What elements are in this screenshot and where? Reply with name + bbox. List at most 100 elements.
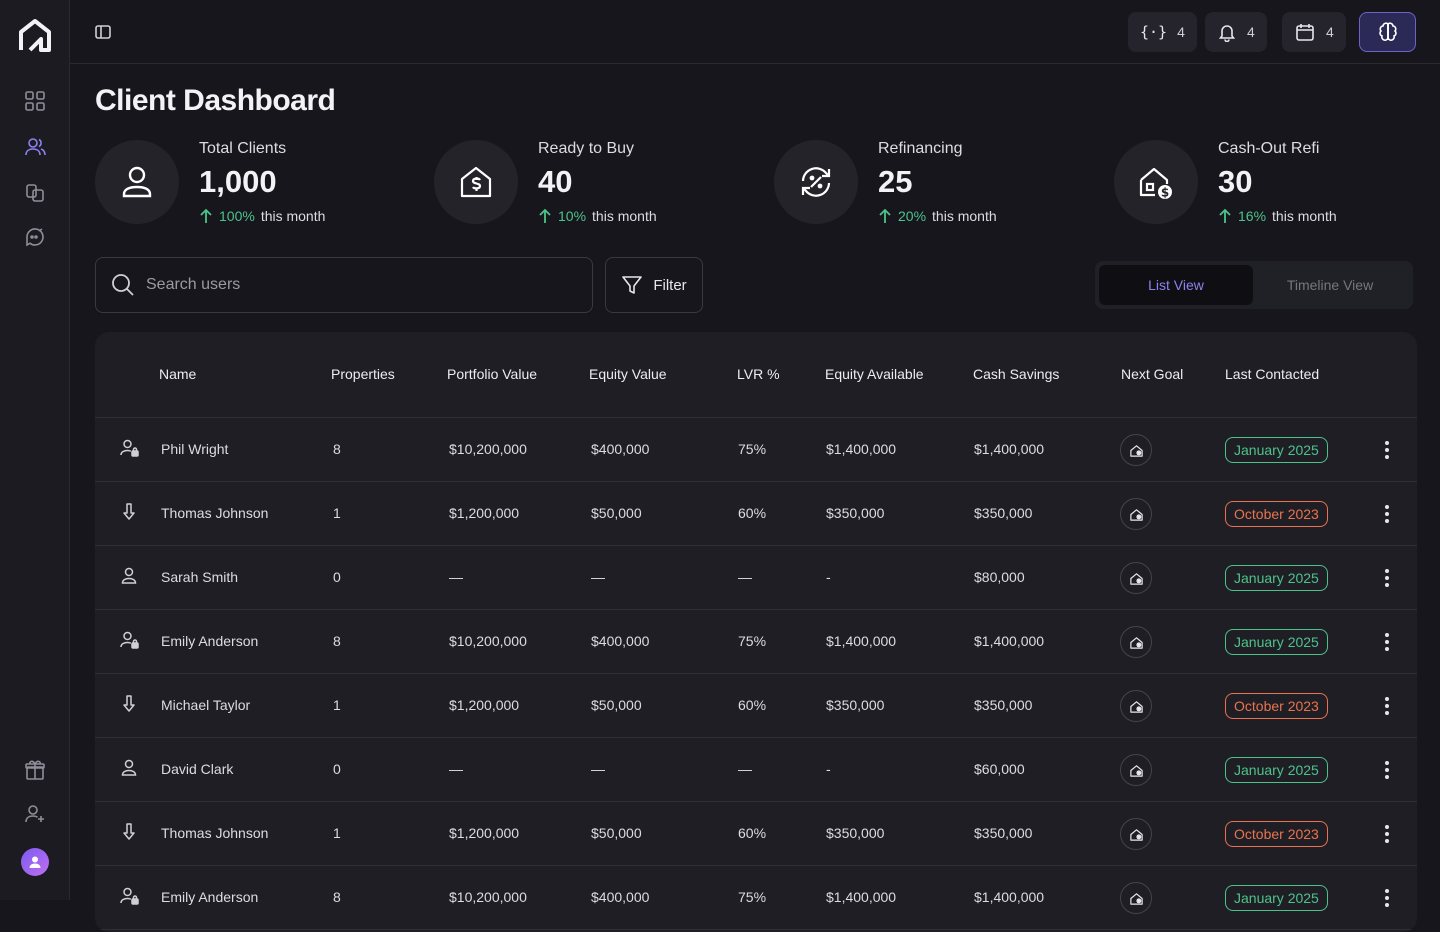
add-user-icon[interactable] bbox=[23, 802, 47, 826]
last-contacted-badge: October 2023 bbox=[1225, 501, 1328, 527]
column-header-equity-available[interactable]: Equity Available bbox=[825, 366, 924, 382]
column-header-equity-value[interactable]: Equity Value bbox=[589, 366, 667, 382]
cell-equity-available: $1,400,000 bbox=[826, 441, 897, 457]
stat-label: Refinancing bbox=[878, 140, 963, 157]
arrow-up-icon bbox=[879, 208, 891, 223]
column-header-portfolio-value[interactable]: Portfolio Value bbox=[447, 366, 538, 382]
next-goal-house-icon[interactable] bbox=[1120, 754, 1152, 786]
svg-text:$: $ bbox=[1161, 186, 1169, 200]
user-icon bbox=[119, 758, 139, 778]
cell-portfolio: — bbox=[449, 569, 463, 585]
arrow-up-icon bbox=[1219, 208, 1231, 223]
cell-cash: $1,400,000 bbox=[974, 889, 1045, 905]
dashboard-grid-icon[interactable] bbox=[23, 89, 47, 113]
sidebar-toggle-icon[interactable] bbox=[92, 21, 114, 43]
cell-equity: $50,000 bbox=[591, 505, 642, 521]
arrow-down-icon bbox=[119, 502, 139, 522]
cell-equity: $400,000 bbox=[591, 633, 650, 649]
stat-trend: 100% this month bbox=[199, 208, 325, 224]
next-goal-house-icon[interactable] bbox=[1120, 434, 1152, 466]
documents-icon[interactable] bbox=[23, 181, 47, 205]
timeline-view-tab[interactable]: Timeline View bbox=[1286, 277, 1374, 293]
stat-trend-percent: 10% bbox=[558, 208, 587, 224]
sidebar bbox=[0, 0, 70, 900]
brain-icon bbox=[1378, 22, 1397, 41]
row-menu-kebab-icon[interactable] bbox=[1377, 822, 1397, 846]
table-row[interactable]: Thomas Johnson 1 $1,200,000 $50,000 60% $350,… bbox=[95, 802, 1417, 866]
last-contacted-badge: January 2025 bbox=[1225, 437, 1328, 463]
clients-users-icon[interactable] bbox=[23, 135, 47, 159]
integrations-button[interactable]: {·} 4 bbox=[1128, 12, 1197, 52]
stat-label: Ready to Buy bbox=[538, 140, 635, 157]
cell-lvr: 60% bbox=[738, 825, 767, 841]
app-logo-icon[interactable] bbox=[17, 17, 53, 53]
row-menu-kebab-icon[interactable] bbox=[1377, 502, 1397, 526]
row-menu-kebab-icon[interactable] bbox=[1377, 694, 1397, 718]
column-header-cash-savings[interactable]: Cash Savings bbox=[973, 366, 1060, 382]
list-view-tab[interactable]: List View bbox=[1099, 265, 1253, 305]
stat-total-clients: Total Clients 1,000 100% this month bbox=[95, 140, 395, 230]
column-header-lvr[interactable]: LVR % bbox=[737, 366, 780, 382]
last-contacted-badge: January 2025 bbox=[1225, 629, 1328, 655]
messages-icon[interactable] bbox=[23, 225, 47, 249]
table-row[interactable]: Thomas Johnson 1 $1,200,000 $50,000 60% $350,… bbox=[95, 482, 1417, 546]
cell-equity-available: $350,000 bbox=[826, 697, 885, 713]
next-goal-house-icon[interactable] bbox=[1120, 626, 1152, 658]
cell-lvr: 75% bbox=[738, 633, 767, 649]
cell-properties: 1 bbox=[333, 505, 341, 521]
cell-portfolio: $10,200,000 bbox=[449, 633, 527, 649]
cell-portfolio: $1,200,000 bbox=[449, 505, 520, 521]
calendar-count: 4 bbox=[1326, 24, 1334, 40]
row-menu-kebab-icon[interactable] bbox=[1377, 630, 1397, 654]
row-menu-kebab-icon[interactable] bbox=[1377, 566, 1397, 590]
ai-assistant-button[interactable] bbox=[1359, 12, 1416, 52]
calendar-icon bbox=[1296, 24, 1314, 41]
table-row[interactable]: David Clark 0 — — — - $60,000 January 2025 bbox=[95, 738, 1417, 802]
cell-equity: — bbox=[591, 569, 605, 585]
column-header-next-goal[interactable]: Next Goal bbox=[1121, 366, 1184, 382]
next-goal-house-icon[interactable] bbox=[1120, 818, 1152, 850]
cell-equity: $50,000 bbox=[591, 825, 642, 841]
cell-equity-available: $350,000 bbox=[826, 505, 885, 521]
row-menu-kebab-icon[interactable] bbox=[1377, 886, 1397, 910]
table-row[interactable]: Sarah Smith 0 — — — - $80,000 January 2025 bbox=[95, 546, 1417, 610]
notifications-count: 4 bbox=[1247, 24, 1255, 40]
next-goal-house-icon[interactable] bbox=[1120, 498, 1152, 530]
column-header-properties[interactable]: Properties bbox=[331, 366, 395, 382]
table-header: Name Properties Portfolio Value Equity V… bbox=[95, 332, 1417, 418]
notifications-button[interactable]: 4 bbox=[1205, 12, 1267, 52]
cell-properties: 1 bbox=[333, 825, 341, 841]
row-menu-kebab-icon[interactable] bbox=[1377, 758, 1397, 782]
calendar-button[interactable]: 4 bbox=[1282, 12, 1346, 52]
filter-funnel-icon bbox=[622, 276, 643, 294]
next-goal-house-icon[interactable] bbox=[1120, 690, 1152, 722]
table-row[interactable]: Emily Anderson 8 $10,200,000 $400,000 75% $1,… bbox=[95, 610, 1417, 674]
row-menu-kebab-icon[interactable] bbox=[1377, 438, 1397, 462]
cell-equity-available: $1,400,000 bbox=[826, 889, 897, 905]
gift-icon[interactable] bbox=[23, 758, 47, 782]
next-goal-house-icon[interactable] bbox=[1120, 562, 1152, 594]
bell-icon bbox=[1218, 25, 1236, 42]
next-goal-house-icon[interactable] bbox=[1120, 882, 1152, 914]
cell-lvr: 60% bbox=[738, 505, 767, 521]
filter-button[interactable]: Filter bbox=[605, 257, 703, 313]
cell-name: David Clark bbox=[161, 761, 234, 777]
column-header-last-contacted[interactable]: Last Contacted bbox=[1225, 366, 1320, 382]
cell-equity: $400,000 bbox=[591, 441, 650, 457]
last-contacted-badge: January 2025 bbox=[1225, 565, 1328, 591]
cell-cash: $1,400,000 bbox=[974, 633, 1045, 649]
table-row[interactable]: Phil Wright 8 $10,200,000 $400,000 75% $1,400… bbox=[95, 418, 1417, 482]
last-contacted-badge: January 2025 bbox=[1225, 885, 1328, 911]
user-lock-icon bbox=[119, 886, 139, 906]
cell-equity: $50,000 bbox=[591, 697, 642, 713]
search-input[interactable] bbox=[146, 276, 566, 294]
column-header-name[interactable]: Name bbox=[159, 366, 197, 382]
stat-label: Total Clients bbox=[199, 140, 287, 157]
avatar[interactable] bbox=[21, 848, 49, 876]
stat-refinancing: Refinancing 25 20% this month bbox=[774, 140, 1074, 230]
cell-lvr: 60% bbox=[738, 697, 767, 713]
house-coin-icon: $ bbox=[1139, 167, 1172, 200]
cell-cash: $80,000 bbox=[974, 569, 1025, 585]
table-row[interactable]: Emily Anderson 8 $10,200,000 $400,000 75% $1,… bbox=[95, 866, 1417, 930]
table-row[interactable]: Michael Taylor 1 $1,200,000 $50,000 60% $350,… bbox=[95, 674, 1417, 738]
